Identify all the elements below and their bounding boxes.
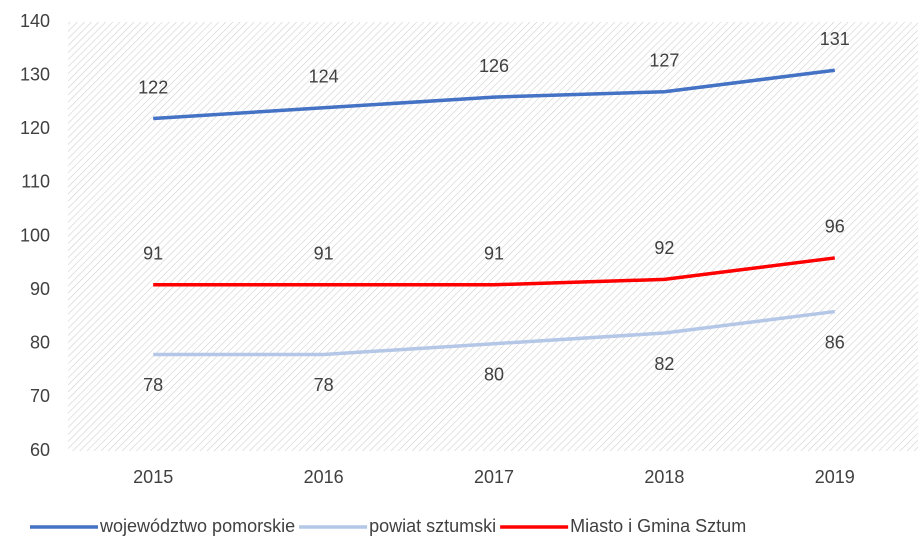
- y-tick-label: 60: [30, 440, 50, 460]
- x-tick-label: 2017: [474, 467, 514, 487]
- series-line: [153, 256, 836, 287]
- y-tick-label: 80: [30, 333, 50, 353]
- data-label: 82: [654, 354, 674, 374]
- legend-label: Miasto i Gmina Sztum: [570, 516, 746, 536]
- plot-background: [68, 22, 918, 451]
- legend-label: powiat sztumski: [369, 516, 496, 536]
- series-line: [153, 68, 836, 121]
- y-tick-label: 130: [20, 64, 50, 84]
- x-tick-label: 2015: [133, 467, 173, 487]
- y-tick-label: 70: [30, 386, 50, 406]
- y-tick-label: 90: [30, 279, 50, 299]
- x-tick-label: 2016: [304, 467, 344, 487]
- y-tick-label: 120: [20, 118, 50, 138]
- data-label: 92: [654, 238, 674, 258]
- x-tick-label: 2018: [644, 467, 684, 487]
- data-label: 91: [314, 244, 334, 264]
- data-label: 78: [314, 375, 334, 395]
- data-label: 124: [309, 67, 339, 87]
- data-label: 86: [825, 332, 845, 352]
- data-label: 80: [484, 365, 504, 385]
- y-tick-label: 110: [21, 172, 50, 192]
- data-label: 131: [820, 29, 850, 49]
- y-tick-label: 140: [20, 11, 50, 31]
- legend-label: województwo pomorskie: [99, 516, 295, 536]
- data-label: 91: [484, 244, 504, 264]
- y-tick-label: 100: [20, 225, 50, 245]
- data-label: 126: [479, 56, 509, 76]
- x-tick-label: 2019: [815, 467, 855, 487]
- data-label: 78: [143, 375, 163, 395]
- data-label: 127: [649, 50, 679, 70]
- data-label: 91: [143, 244, 163, 264]
- data-label: 96: [825, 217, 845, 237]
- series-line: [153, 309, 836, 357]
- data-label: 122: [138, 77, 168, 97]
